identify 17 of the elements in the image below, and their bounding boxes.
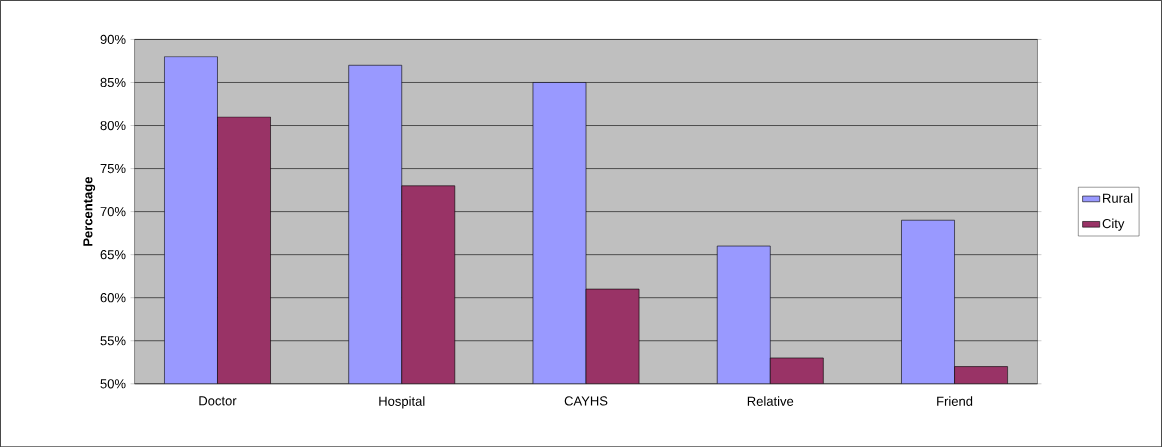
y-tick-label: 80%	[100, 120, 126, 131]
y-tick-label: 75%	[100, 163, 126, 174]
x-tick-label: Relative	[747, 396, 794, 406]
y-tick-label: 55%	[100, 336, 126, 346]
legend-label: City	[1102, 218, 1125, 231]
x-tick-label: Doctor	[199, 396, 237, 406]
x-tick-label: CAYHS	[564, 396, 608, 406]
y-tick-label: 60%	[100, 292, 126, 303]
x-tick-label: Hospital	[379, 396, 425, 409]
x-tick-label: Friend	[937, 396, 973, 406]
y-axis-title: Percentage	[83, 176, 96, 246]
y-tick-label: 90%	[100, 34, 126, 44]
y-tick-label: 65%	[100, 249, 126, 260]
y-tick-label: 70%	[100, 206, 126, 217]
y-tick-label: 50%	[100, 379, 126, 389]
legend-label: Rural	[1103, 193, 1133, 203]
y-tick-label: 85%	[100, 77, 126, 87]
